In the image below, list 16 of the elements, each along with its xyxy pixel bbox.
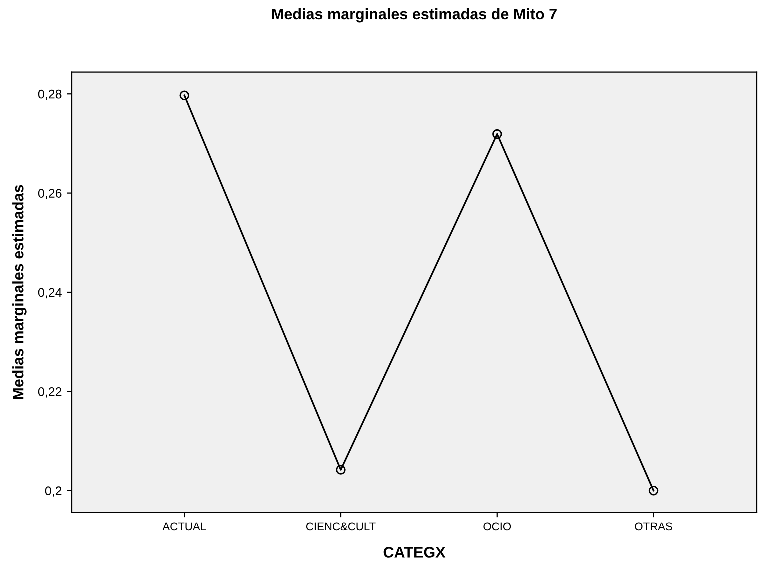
point: [492, 129, 502, 140]
x-tick-label: CIENC&CULT: [306, 522, 376, 531]
point: [648, 486, 659, 496]
point: [336, 465, 346, 475]
y-tick-label: 0,22: [38, 387, 62, 398]
x-tick-label: ACTUAL: [162, 522, 206, 531]
y-tick-label: 0,24: [38, 288, 62, 299]
y-axis-title: Medias marginales estimadas: [12, 185, 27, 400]
y-tick-label: 0,28: [38, 90, 62, 100]
x-tick-label: OCIO: [484, 522, 512, 531]
x-tick-label: OTRAS: [635, 522, 672, 531]
y-tick-label: 0,2: [45, 486, 62, 498]
x-axis-title: CATEGX: [384, 547, 446, 558]
y-tick-label: 0,26: [38, 189, 62, 200]
chart-title: Medias marginales estimadas de Mito 7: [272, 8, 557, 23]
point: [180, 90, 190, 100]
